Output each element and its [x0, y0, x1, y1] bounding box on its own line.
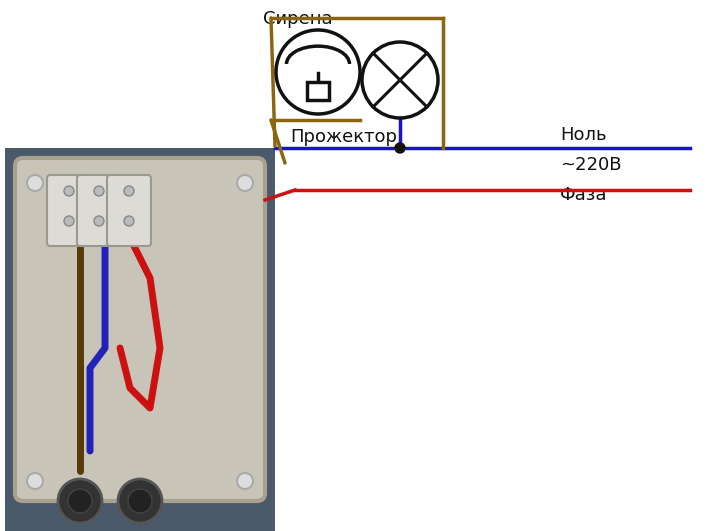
Text: Фаза: Фаза [560, 186, 608, 204]
Bar [5, 148, 275, 531]
Circle shape [237, 473, 253, 489]
Circle shape [68, 489, 92, 513]
Circle shape [124, 216, 134, 226]
Text: Прожектор: Прожектор [290, 128, 397, 146]
Circle shape [94, 186, 104, 196]
Circle shape [27, 473, 43, 489]
Circle shape [94, 216, 104, 226]
Circle shape [27, 175, 43, 191]
FancyBboxPatch shape [15, 158, 265, 501]
Circle shape [58, 479, 102, 523]
Text: Ноль: Ноль [560, 126, 607, 144]
Circle shape [118, 479, 162, 523]
Circle shape [64, 216, 74, 226]
Ellipse shape [286, 46, 349, 82]
Circle shape [395, 143, 405, 153]
Text: Сирена: Сирена [263, 10, 333, 28]
FancyBboxPatch shape [47, 175, 91, 246]
FancyBboxPatch shape [107, 175, 151, 246]
Circle shape [64, 186, 74, 196]
Circle shape [237, 175, 253, 191]
FancyBboxPatch shape [77, 175, 121, 246]
Circle shape [124, 186, 134, 196]
Bar [307, 82, 329, 100]
Circle shape [128, 489, 152, 513]
Text: ~220В: ~220В [560, 156, 621, 174]
